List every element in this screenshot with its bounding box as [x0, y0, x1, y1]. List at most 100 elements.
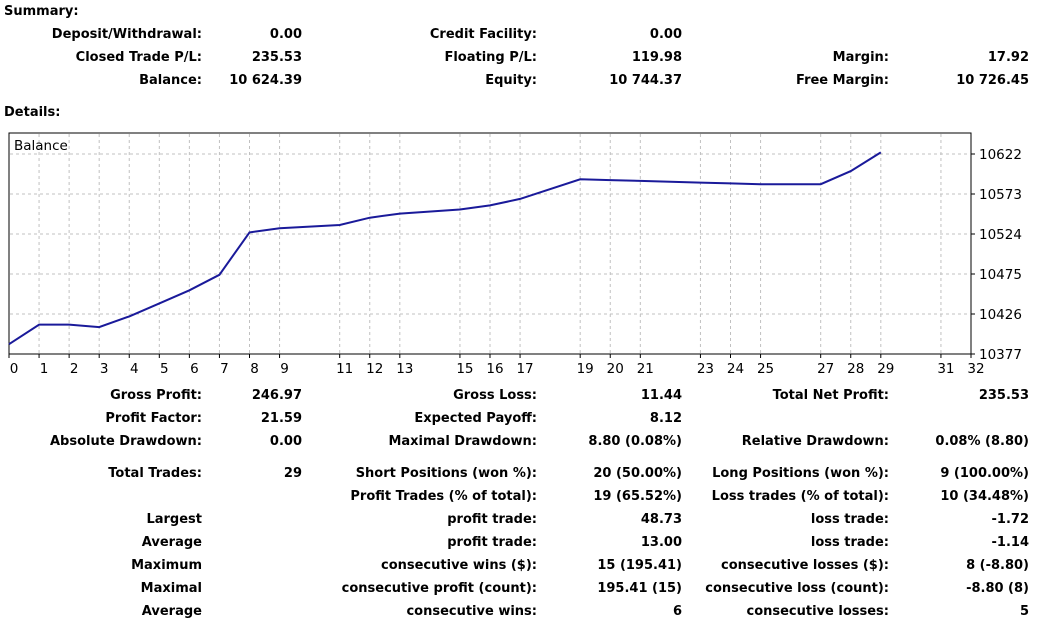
chart-title: Balance	[14, 138, 68, 154]
y-tick-label: 10622	[979, 147, 1022, 163]
y-tick-label: 10573	[979, 187, 1022, 203]
stats-value: 195.41 (15)	[597, 581, 682, 596]
summary-value: 10 624.39	[229, 73, 302, 88]
stats-value: 8.12	[649, 411, 682, 426]
x-tick-label: 15	[456, 361, 473, 377]
x-tick-label: 2	[70, 361, 79, 377]
stats-value: 6	[672, 604, 682, 619]
x-tick-label: 21	[637, 361, 654, 377]
stats-value: -1.72	[991, 512, 1029, 527]
stats-label: Gross Loss:	[453, 388, 537, 403]
stats-label: Total Net Profit:	[772, 388, 889, 403]
stats-value: 13.00	[640, 535, 682, 550]
stats-value: 0.00	[269, 434, 302, 449]
summary-label: Credit Facility:	[429, 27, 537, 42]
summary-label: Floating P/L:	[444, 50, 537, 65]
stats-value: 48.73	[640, 512, 682, 527]
summary-value: 0.00	[269, 27, 302, 42]
summary-value: 10 726.45	[956, 73, 1029, 88]
stats-value: 21.59	[260, 411, 302, 426]
y-tick-label: 10524	[979, 227, 1022, 243]
stats-label: consecutive wins:	[406, 604, 537, 619]
summary-value: 0.00	[649, 27, 682, 42]
stats-label: Profit Factor:	[105, 411, 202, 426]
stats-label: Maximum	[131, 558, 202, 573]
stats-value: 0.08% (8.80)	[935, 434, 1029, 449]
stats-label: consecutive wins ($):	[380, 558, 537, 573]
stats-value: 8 (-8.80)	[966, 558, 1029, 573]
x-tick-label: 9	[280, 361, 289, 377]
stats-label: Loss trades (% of total):	[711, 489, 889, 504]
stats-label: Maximal	[140, 581, 202, 596]
x-tick-label: 11	[336, 361, 353, 377]
summary-value: 10 744.37	[609, 73, 682, 88]
summary-title: Summary:	[4, 4, 79, 19]
stats-value: 29	[283, 466, 302, 481]
stats-value: 10 (34.48%)	[940, 489, 1029, 504]
stats-label: consecutive losses:	[746, 604, 889, 619]
summary-label: Closed Trade P/L:	[75, 50, 202, 65]
stats-label: consecutive losses ($):	[721, 558, 889, 573]
x-tick-label: 8	[250, 361, 259, 377]
stats-label: loss trade:	[810, 535, 889, 550]
x-tick-label: 32	[967, 361, 984, 377]
x-tick-label: 4	[130, 361, 139, 377]
x-tick-label: 24	[727, 361, 744, 377]
summary-label: Free Margin:	[796, 73, 889, 88]
summary-label: Deposit/Withdrawal:	[51, 27, 202, 42]
stats-label: Largest	[146, 512, 202, 527]
x-tick-label: 29	[877, 361, 894, 377]
stats-label: consecutive profit (count):	[341, 581, 537, 596]
stats-label: consecutive loss (count):	[705, 581, 889, 596]
summary-value: 119.98	[631, 50, 682, 65]
x-tick-label: 7	[220, 361, 229, 377]
x-tick-label: 31	[937, 361, 954, 377]
stats-label: Total Trades:	[108, 466, 202, 481]
stats-label: Expected Payoff:	[414, 411, 537, 426]
summary-label: Margin:	[832, 50, 889, 65]
stats-label: Profit Trades (% of total):	[350, 489, 537, 504]
x-tick-label: 13	[396, 361, 413, 377]
stats-value: -1.14	[991, 535, 1029, 550]
summary-label: Equity:	[485, 73, 537, 88]
details-title: Details:	[4, 105, 61, 120]
stats-value: 9 (100.00%)	[940, 466, 1029, 481]
stats-label: profit trade:	[447, 535, 537, 550]
stats-value: 15 (195.41)	[597, 558, 682, 573]
stats-value: 246.97	[251, 388, 302, 403]
x-tick-label: 25	[757, 361, 774, 377]
stats-label: Short Positions (won %):	[355, 466, 537, 481]
stats-label: Gross Profit:	[110, 388, 202, 403]
balance-chart: 0 1 2 3 4 5 6 7 8 9 11 12 13 15 16 17 19 20 21 23 24 25 27 28 29…	[8, 132, 1022, 377]
y-axis: 10377 10426 10475 10524 10573 10622	[971, 147, 1022, 363]
stats-label: Absolute Drawdown:	[50, 434, 202, 449]
x-tick-label: 0	[10, 361, 19, 377]
stats-label: Average	[141, 535, 202, 550]
x-tick-label: 3	[100, 361, 109, 377]
x-tick-label: 28	[847, 361, 864, 377]
x-tick-label: 20	[607, 361, 624, 377]
stats-label: Relative Drawdown:	[741, 434, 889, 449]
x-tick-label: 1	[40, 361, 49, 377]
summary-value: 17.92	[987, 50, 1029, 65]
stats-value: 8.80 (0.08%)	[588, 434, 682, 449]
y-tick-label: 10426	[979, 307, 1022, 323]
stats-value: 20 (50.00%)	[593, 466, 682, 481]
stats-label: Long Positions (won %):	[712, 466, 889, 481]
x-tick-label: 5	[160, 361, 169, 377]
stats-label: Average	[141, 604, 202, 619]
stats-label: loss trade:	[810, 512, 889, 527]
stats-value: 235.53	[978, 388, 1029, 403]
y-tick-label: 10475	[979, 267, 1022, 283]
stats-value: 11.44	[640, 388, 682, 403]
stats-label: Maximal Drawdown:	[388, 434, 537, 449]
chart-grid	[10, 134, 970, 353]
stats-value: 19 (65.52%)	[593, 489, 682, 504]
x-tick-label: 19	[577, 361, 594, 377]
x-axis: 0 1 2 3 4 5 6 7 8 9 11 12 13 15 16 17 19 20 21 23 24 25 27 28 29…	[8, 354, 985, 377]
y-tick-label: 10377	[979, 347, 1022, 363]
x-tick-label: 17	[516, 361, 533, 377]
x-tick-label: 27	[817, 361, 834, 377]
balance-line	[8, 151, 882, 346]
x-tick-label: 12	[366, 361, 383, 377]
